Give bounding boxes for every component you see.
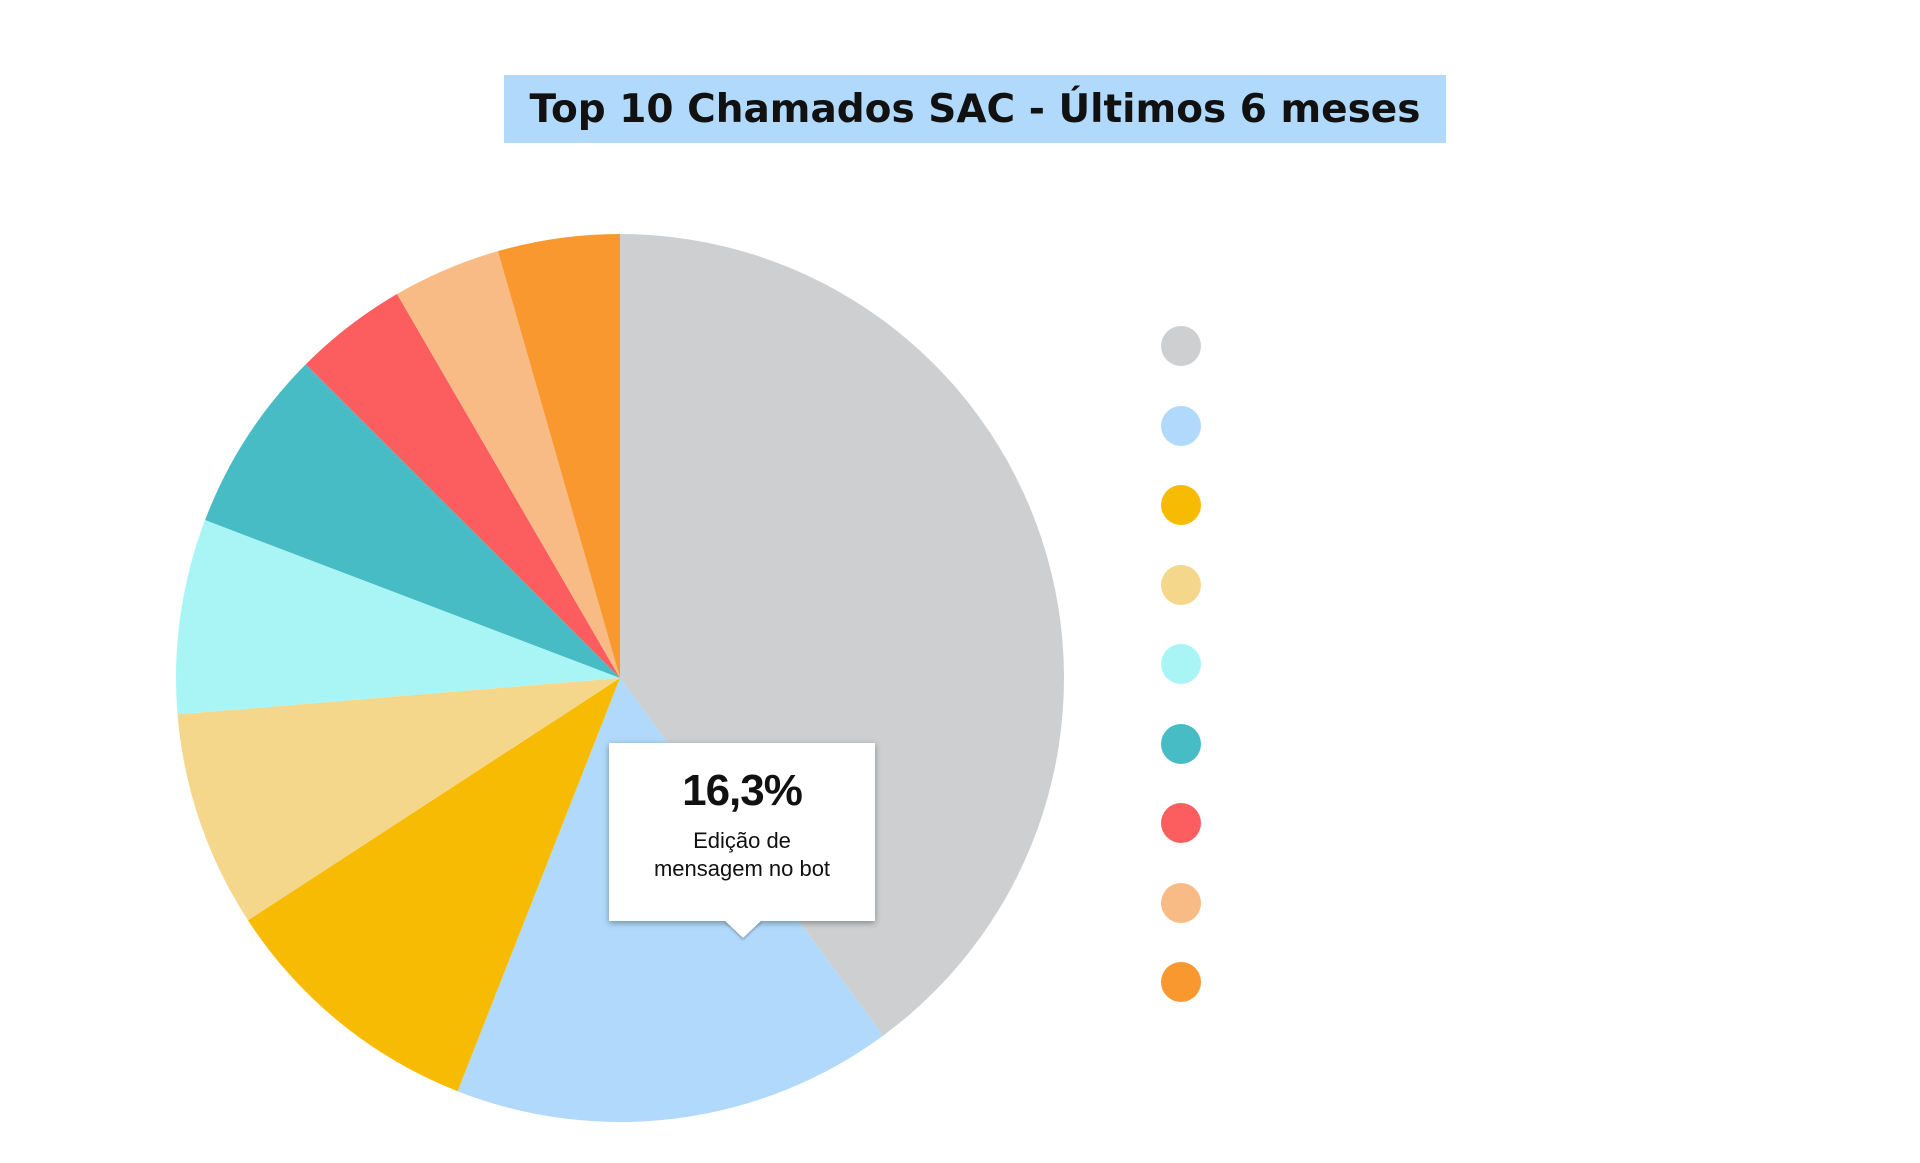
tooltip-value: 16,3%: [682, 766, 803, 815]
pie-slice-4[interactable]: [177, 678, 621, 921]
pie-slice-5[interactable]: [176, 520, 620, 715]
pie-slice-8[interactable]: [397, 251, 620, 679]
legend-marker-3[interactable]: [1161, 485, 1201, 525]
legend-marker-9[interactable]: [1161, 962, 1201, 1002]
pie-slices: [176, 234, 1065, 1123]
legend-marker-7[interactable]: [1161, 803, 1201, 843]
pie-slice-1[interactable]: [620, 234, 1065, 1036]
pie-slice-7[interactable]: [305, 294, 620, 678]
legend-marker-5[interactable]: [1161, 644, 1201, 684]
legend-marker-8[interactable]: [1161, 883, 1201, 923]
chart-title-box: Top 10 Chamados SAC - Últimos 6 meses: [504, 75, 1446, 143]
slice-tooltip: 16,3% Edição de mensagem no bot: [609, 743, 875, 938]
legend-marker-2[interactable]: [1161, 406, 1201, 446]
chart-title: Top 10 Chamados SAC - Últimos 6 meses: [529, 86, 1421, 132]
legend-marker-4[interactable]: [1161, 565, 1201, 605]
tooltip-label: Edição de mensagem no bot: [653, 828, 831, 881]
pie-slice-3[interactable]: [247, 678, 620, 1092]
tooltip-pointer: [724, 920, 762, 938]
pie-slice-6[interactable]: [205, 364, 620, 678]
legend-marker-1[interactable]: [1161, 326, 1201, 366]
legend-marker-6[interactable]: [1161, 724, 1201, 764]
pie-slice-9[interactable]: [497, 234, 620, 678]
